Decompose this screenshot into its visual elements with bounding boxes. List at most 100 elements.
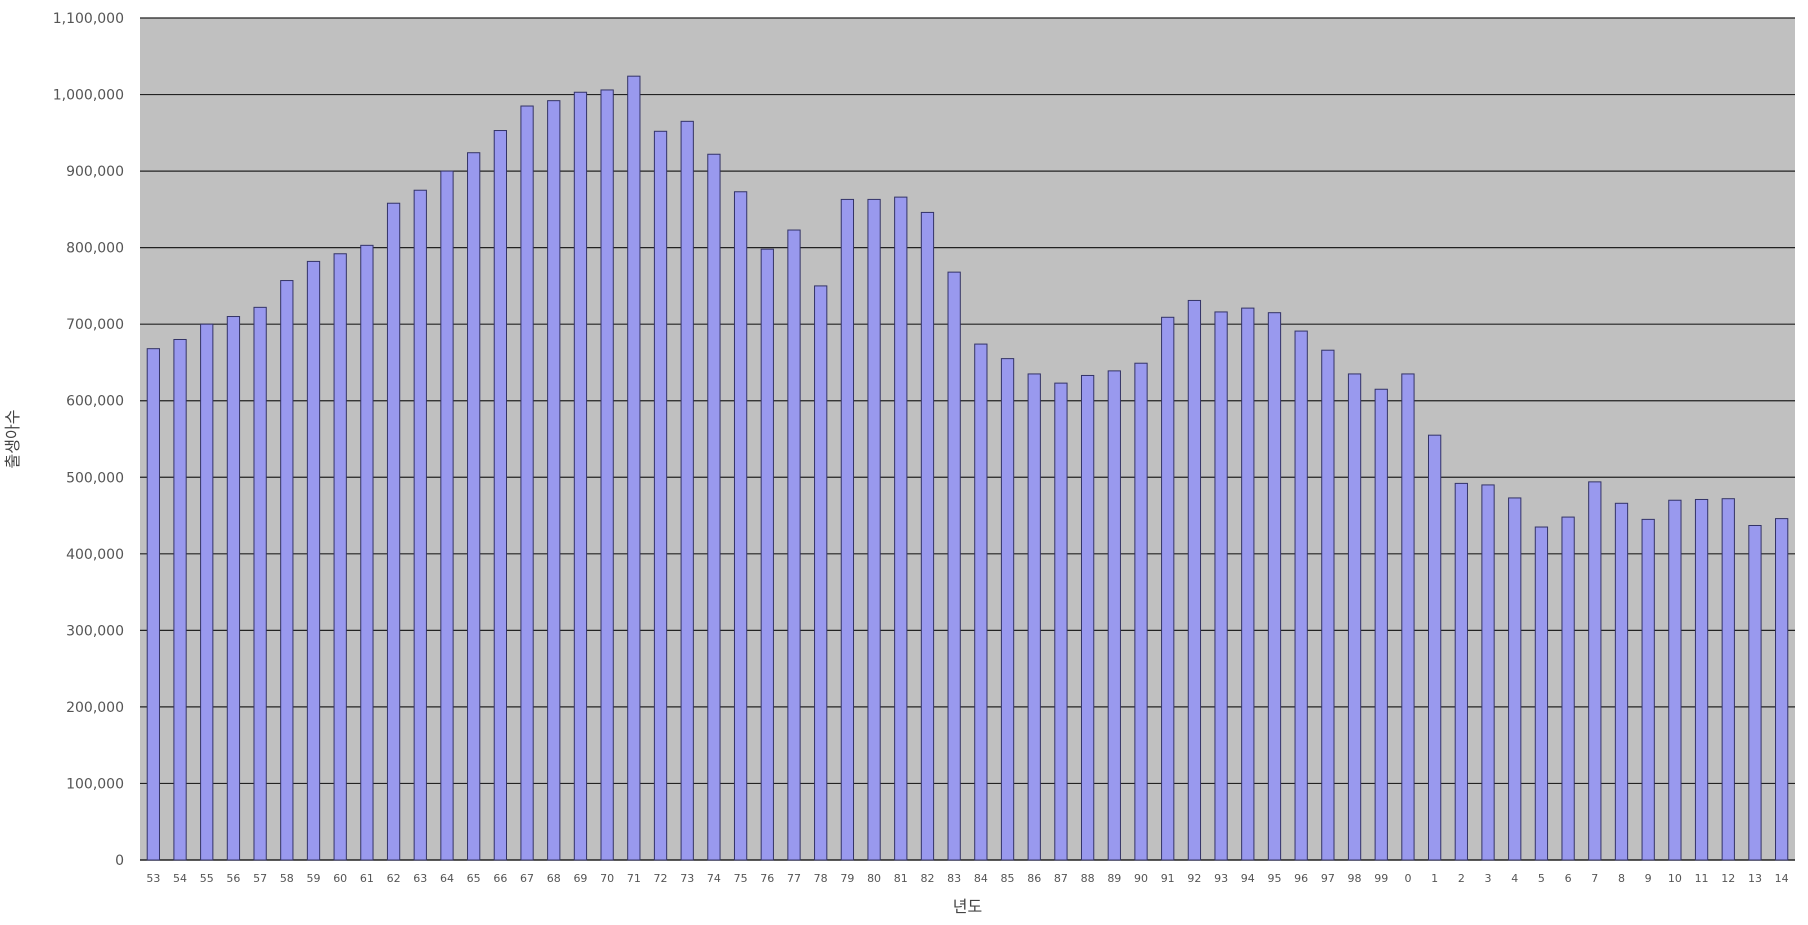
bar bbox=[707, 153, 721, 861]
bar bbox=[1668, 499, 1682, 861]
y-tick-label: 700,000 bbox=[66, 317, 124, 333]
x-tick-label: 82 bbox=[920, 872, 934, 885]
bar bbox=[440, 170, 454, 861]
bar bbox=[947, 271, 961, 861]
x-tick-label: 1 bbox=[1431, 872, 1438, 885]
x-tick-label: 92 bbox=[1187, 872, 1201, 885]
x-tick-label: 60 bbox=[333, 872, 347, 885]
bar bbox=[1214, 311, 1228, 861]
y-tick-label: 1,100,000 bbox=[53, 11, 124, 27]
x-tick-label: 75 bbox=[734, 872, 748, 885]
bar bbox=[1374, 388, 1388, 861]
x-tick-label: 76 bbox=[760, 872, 774, 885]
bar bbox=[360, 244, 374, 861]
bar bbox=[1187, 299, 1202, 861]
bar bbox=[600, 89, 614, 861]
y-tick-label: 400,000 bbox=[66, 547, 124, 563]
bar bbox=[1321, 349, 1335, 861]
bar bbox=[333, 253, 347, 861]
bar bbox=[146, 348, 160, 861]
bar bbox=[680, 120, 694, 861]
y-tick-label: 1,000,000 bbox=[53, 88, 124, 104]
y-tick-label: 500,000 bbox=[66, 470, 124, 486]
bar bbox=[1107, 370, 1121, 861]
bar bbox=[733, 191, 748, 861]
x-tick-label: 6 bbox=[1565, 872, 1572, 885]
bar bbox=[173, 338, 187, 861]
x-tick-label: 79 bbox=[840, 872, 854, 885]
bar bbox=[974, 343, 988, 861]
y-tick-label: 200,000 bbox=[66, 700, 124, 716]
x-axis-ticks: 53 54 55 56 57 58 59 60 61 62 63 64 65 66 67 68 69 70 71 72… bbox=[146, 872, 1788, 885]
x-tick-label: 0 bbox=[1404, 872, 1411, 885]
bar bbox=[1267, 312, 1282, 861]
bar bbox=[1561, 516, 1575, 861]
bar bbox=[1427, 434, 1442, 861]
bar bbox=[1481, 484, 1495, 861]
x-tick-label: 81 bbox=[894, 872, 908, 885]
bar bbox=[1614, 502, 1629, 861]
x-tick-label: 63 bbox=[413, 872, 427, 885]
bar bbox=[573, 91, 588, 861]
x-tick-label: 95 bbox=[1267, 872, 1281, 885]
x-tick-label: 56 bbox=[226, 872, 240, 885]
x-tick-label: 2 bbox=[1458, 872, 1465, 885]
x-tick-label: 80 bbox=[867, 872, 881, 885]
x-tick-label: 96 bbox=[1294, 872, 1308, 885]
bar bbox=[280, 280, 294, 861]
x-tick-label: 84 bbox=[974, 872, 988, 885]
bar bbox=[814, 285, 828, 861]
bar bbox=[1641, 518, 1655, 861]
x-tick-label: 62 bbox=[387, 872, 401, 885]
bar bbox=[1588, 481, 1602, 861]
x-tick-label: 74 bbox=[707, 872, 721, 885]
x-tick-label: 99 bbox=[1374, 872, 1388, 885]
bar bbox=[1080, 374, 1095, 861]
bar bbox=[1401, 373, 1415, 861]
y-tick-label: 800,000 bbox=[66, 241, 124, 257]
x-tick-label: 91 bbox=[1161, 872, 1175, 885]
bar bbox=[1000, 358, 1015, 861]
x-tick-label: 90 bbox=[1134, 872, 1148, 885]
bar bbox=[1054, 382, 1068, 861]
bar bbox=[1508, 497, 1522, 861]
x-tick-label: 58 bbox=[280, 872, 294, 885]
x-tick-label: 67 bbox=[520, 872, 534, 885]
bar bbox=[306, 260, 321, 861]
x-tick-label: 85 bbox=[1001, 872, 1015, 885]
y-tick-label: 900,000 bbox=[66, 164, 124, 180]
bar bbox=[1134, 362, 1148, 861]
x-tick-label: 57 bbox=[253, 872, 267, 885]
x-tick-label: 53 bbox=[146, 872, 160, 885]
bar bbox=[1721, 498, 1735, 861]
bar bbox=[467, 152, 481, 861]
x-tick-label: 89 bbox=[1107, 872, 1121, 885]
bar bbox=[867, 198, 881, 861]
x-tick-label: 70 bbox=[600, 872, 614, 885]
bar bbox=[413, 189, 427, 861]
bar bbox=[1161, 316, 1175, 861]
bar bbox=[200, 323, 214, 861]
x-tick-label: 61 bbox=[360, 872, 374, 885]
x-tick-label: 86 bbox=[1027, 872, 1041, 885]
bar bbox=[1534, 526, 1549, 861]
bar bbox=[1748, 524, 1762, 861]
bar bbox=[1454, 482, 1468, 861]
x-tick-label: 5 bbox=[1538, 872, 1545, 885]
x-tick-label: 9 bbox=[1645, 872, 1652, 885]
bar bbox=[1294, 330, 1308, 861]
y-tick-label: 600,000 bbox=[66, 394, 124, 410]
x-tick-label: 68 bbox=[547, 872, 561, 885]
x-tick-label: 73 bbox=[680, 872, 694, 885]
x-tick-label: 55 bbox=[200, 872, 214, 885]
x-tick-label: 72 bbox=[654, 872, 668, 885]
bar bbox=[520, 105, 534, 861]
x-tick-label: 83 bbox=[947, 872, 961, 885]
x-tick-label: 13 bbox=[1748, 872, 1762, 885]
x-tick-label: 77 bbox=[787, 872, 801, 885]
bar bbox=[1775, 518, 1789, 861]
bars bbox=[146, 75, 1789, 861]
x-tick-label: 88 bbox=[1081, 872, 1095, 885]
bar bbox=[920, 211, 935, 861]
